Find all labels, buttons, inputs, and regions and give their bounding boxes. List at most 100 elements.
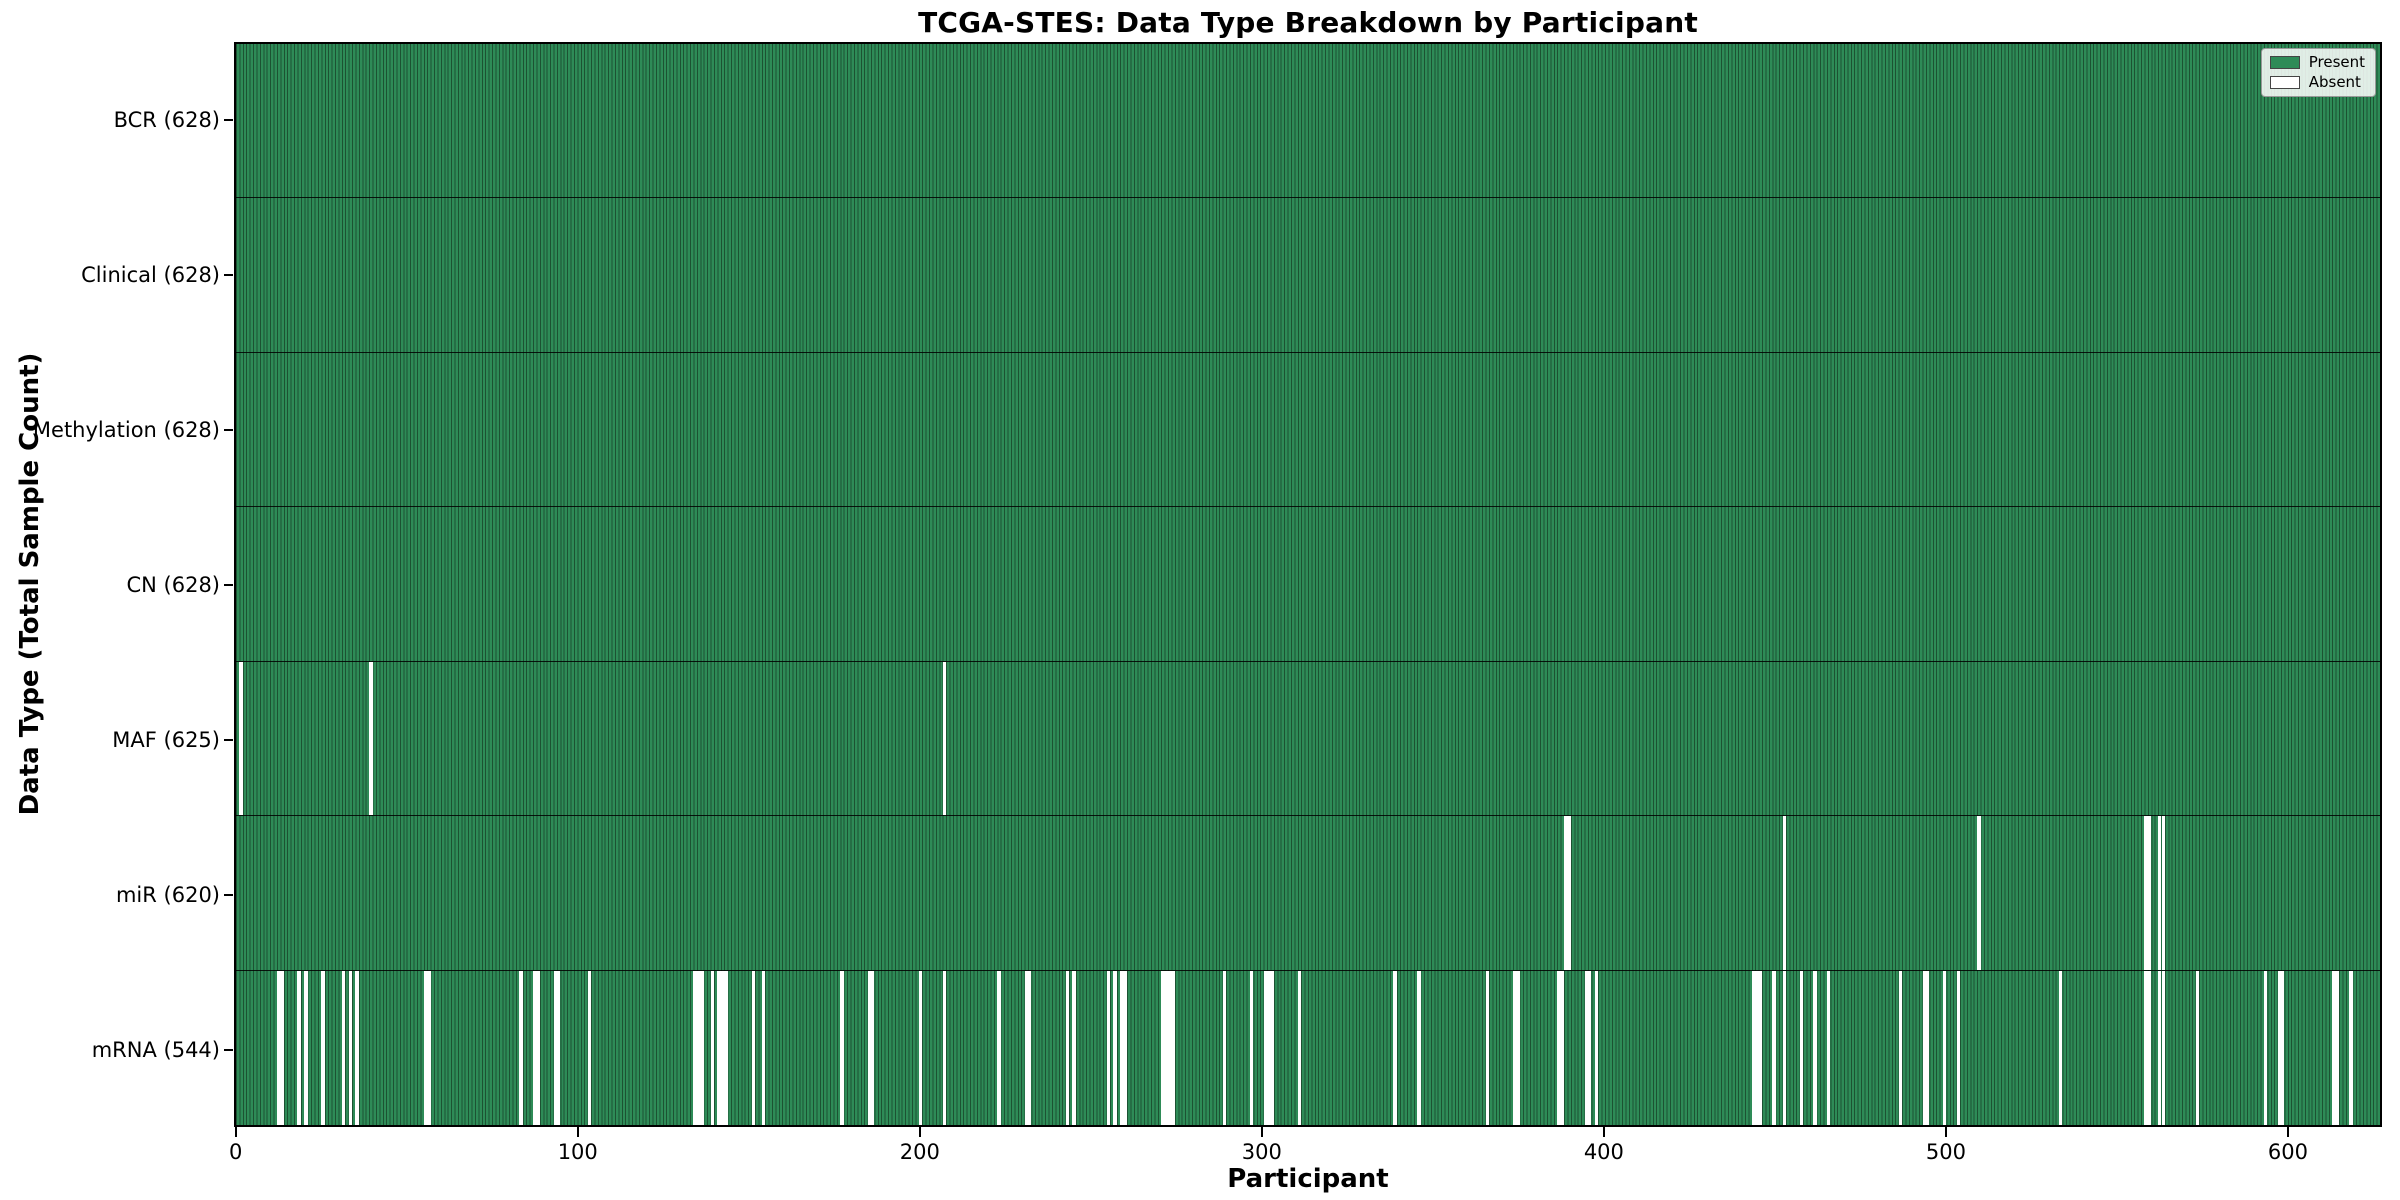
absent-stripe <box>1297 970 1302 1125</box>
absent-stripe <box>1249 970 1254 1125</box>
absent-stripe <box>304 970 308 1125</box>
legend: Present Absent <box>2260 48 2376 97</box>
x-axis-label: Participant <box>1227 1164 1389 1194</box>
plot-area <box>234 42 2382 1127</box>
absent-stripe <box>1925 970 1930 1125</box>
y-tick-mark <box>224 583 233 586</box>
absent-stripe <box>1161 970 1165 1125</box>
absent-stripe <box>297 970 301 1125</box>
x-tick-label-300: 300 <box>1241 1140 1282 1164</box>
absent-stripe <box>724 970 728 1125</box>
absent-stripe <box>2332 970 2336 1125</box>
absent-stripe <box>1065 970 1069 1125</box>
absent-stripe <box>1417 970 1421 1125</box>
x-tick-mark <box>2286 1126 2289 1137</box>
absent-stripe <box>1168 970 1172 1125</box>
x-tick-mark <box>1260 1126 1263 1137</box>
x-tick-label-500: 500 <box>1925 1140 1966 1164</box>
row-BCR <box>236 44 2380 199</box>
absent-stripe <box>1564 816 1568 970</box>
x-tick-label-600: 600 <box>2267 1140 2308 1164</box>
absent-stripe <box>1772 970 1776 1125</box>
absent-stripe <box>1758 970 1763 1125</box>
absent-stripe <box>942 970 947 1125</box>
absent-stripe <box>1164 970 1169 1125</box>
legend-label: Present <box>2308 53 2365 71</box>
absent-stripe <box>1222 970 1227 1125</box>
absent-stripe <box>1594 970 1599 1125</box>
absent-stripe <box>761 970 766 1125</box>
absent-stripe <box>720 970 725 1125</box>
absent-stripe <box>2144 816 2148 970</box>
absent-stripe <box>519 970 523 1125</box>
row-miR <box>236 816 2380 971</box>
x-tick-mark <box>1602 1126 1605 1137</box>
absent-stripe <box>1560 970 1565 1125</box>
absent-stripe <box>840 970 844 1125</box>
row-CN <box>236 507 2380 662</box>
absent-stripe <box>1782 816 1786 970</box>
row-Clinical <box>236 198 2380 353</box>
absent-stripe <box>1028 970 1032 1125</box>
absent-stripe <box>2263 970 2268 1125</box>
absent-stripe <box>2059 970 2063 1125</box>
absent-stripe <box>321 970 325 1125</box>
absent-stripe <box>710 970 714 1125</box>
row-Methylation <box>236 352 2380 508</box>
absent-stripe <box>751 970 755 1125</box>
absent-stripe <box>2147 970 2152 1125</box>
absent-stripe <box>1072 970 1076 1125</box>
x-tick-mark <box>234 1126 237 1137</box>
absent-stripe <box>918 970 923 1125</box>
absent-stripe <box>1393 970 1397 1125</box>
absent-stripe <box>556 970 561 1125</box>
absent-stripe <box>1263 970 1268 1125</box>
y-tick-mark <box>224 738 233 741</box>
chart-title: TCGA-STES: Data Type Breakdown by Partic… <box>918 6 1698 39</box>
absent-stripe <box>1977 816 1981 970</box>
absent-stripe <box>355 970 359 1125</box>
legend-entry-present: Present <box>2269 53 2365 71</box>
absent-stripe <box>717 970 721 1125</box>
absent-stripe <box>276 970 281 1125</box>
y-tick-label-MAF: MAF (625) <box>112 727 220 752</box>
absent-stripe <box>2335 970 2340 1125</box>
y-tick-label-Clinical: Clinical (628) <box>81 262 220 287</box>
absent-stripe <box>1485 970 1489 1125</box>
absent-stripe <box>1799 970 1804 1125</box>
legend-swatch-icon <box>2269 76 2300 89</box>
absent-stripe <box>1512 970 1517 1125</box>
absent-stripe <box>280 970 284 1125</box>
y-tick-label-Methylation: Methylation (628) <box>32 417 220 442</box>
y-tick-label-CN: CN (628) <box>126 572 220 597</box>
absent-stripe <box>1567 816 1571 970</box>
absent-stripe <box>1922 970 1926 1125</box>
absent-stripe <box>871 970 875 1125</box>
absent-stripe <box>1024 970 1029 1125</box>
row-MAF <box>236 661 2380 817</box>
x-tick-mark <box>1944 1126 1947 1137</box>
absent-stripe <box>1106 970 1110 1125</box>
x-tick-label-100: 100 <box>557 1140 598 1164</box>
absent-stripe <box>1956 970 1961 1125</box>
absent-stripe <box>867 970 871 1125</box>
y-tick-mark <box>224 273 233 276</box>
absent-stripe <box>1826 970 1831 1125</box>
absent-stripe <box>1120 970 1124 1125</box>
absent-stripe <box>2161 970 2165 1125</box>
absent-stripe <box>423 970 428 1125</box>
y-tick-mark <box>224 1048 233 1051</box>
y-tick-mark <box>224 118 233 121</box>
absent-stripe <box>239 661 243 816</box>
absent-stripe <box>1123 970 1128 1125</box>
row-mRNA <box>236 970 2380 1125</box>
absent-stripe <box>536 970 540 1125</box>
y-tick-label-mRNA: mRNA (544) <box>91 1037 220 1062</box>
absent-stripe <box>1113 970 1117 1125</box>
absent-stripe <box>2158 970 2162 1125</box>
absent-stripe <box>1267 970 1271 1125</box>
legend-swatch-icon <box>2269 56 2300 69</box>
absent-stripe <box>2158 816 2162 970</box>
absent-stripe <box>348 970 353 1125</box>
